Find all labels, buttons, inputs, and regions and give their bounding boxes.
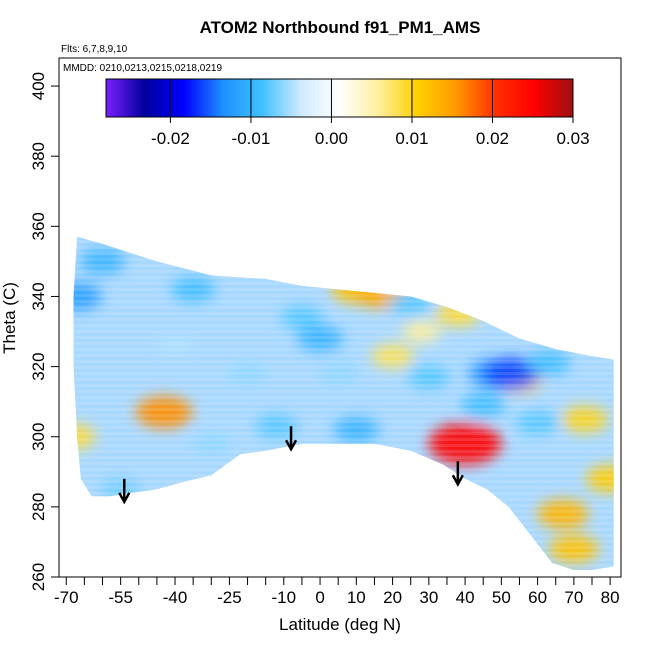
colorbar-ramp bbox=[105, 78, 574, 118]
colorbar-tick-label: 0.03 bbox=[556, 129, 589, 148]
chart-title: ATOM2 Northbound f91_PM1_AMS bbox=[200, 18, 481, 37]
down-arrow-marker bbox=[118, 478, 131, 505]
x-tick-label: 30 bbox=[419, 588, 438, 607]
colorbar-tick-label: 0.02 bbox=[476, 129, 509, 148]
y-axis: 260 280 300 320 340 360 380 400 bbox=[29, 72, 59, 591]
x-tick-label: -40 bbox=[163, 588, 188, 607]
y-tick-label: 360 bbox=[29, 212, 48, 240]
x-tick-label: 60 bbox=[528, 588, 547, 607]
colorbar-tick-label: -0.02 bbox=[151, 129, 190, 148]
x-tick-label: -70 bbox=[54, 588, 79, 607]
colorbar-tick-label: 0.01 bbox=[395, 129, 428, 148]
x-tick-label: 20 bbox=[383, 588, 402, 607]
down-arrow-marker bbox=[451, 461, 464, 487]
colorbar-tick-label: 0.00 bbox=[315, 129, 348, 148]
x-tick-label: -10 bbox=[272, 588, 297, 607]
y-tick-label: 400 bbox=[29, 72, 48, 100]
x-axis: -70 -55 -40 -25 -10 0 10 20 30 40 50 60 70 80 bbox=[54, 577, 620, 607]
colorbar-tick-label: -0.01 bbox=[232, 129, 271, 148]
flights-note: Flts: 6,7,8,9,10 bbox=[61, 44, 128, 55]
y-tick-label: 320 bbox=[29, 352, 48, 380]
x-tick-label: -25 bbox=[217, 588, 242, 607]
colorbar: -0.02 -0.01 0.00 0.01 0.02 0.03 bbox=[105, 78, 590, 148]
x-tick-label: 50 bbox=[492, 588, 511, 607]
x-tick-label: 80 bbox=[601, 588, 620, 607]
x-tick-label: -55 bbox=[108, 588, 133, 607]
x-tick-label: 10 bbox=[347, 588, 366, 607]
y-tick-label: 280 bbox=[29, 493, 48, 521]
x-tick-label: 70 bbox=[564, 588, 583, 607]
arrow-markers bbox=[118, 426, 464, 505]
x-tick-label: 0 bbox=[315, 588, 324, 607]
y-tick-label: 340 bbox=[29, 282, 48, 310]
plot-frame bbox=[58, 57, 622, 578]
down-arrow-marker bbox=[284, 426, 298, 452]
y-tick-label: 380 bbox=[29, 142, 48, 170]
y-axis-label: Theta (C) bbox=[0, 282, 19, 354]
y-tick-label: 260 bbox=[29, 563, 48, 591]
x-axis-label: Latitude (deg N) bbox=[279, 615, 401, 634]
y-tick-label: 300 bbox=[29, 423, 48, 451]
x-tick-label: 40 bbox=[456, 588, 475, 607]
dates-note: MMDD: 0210,0213,0215,0218,0219 bbox=[63, 63, 222, 74]
